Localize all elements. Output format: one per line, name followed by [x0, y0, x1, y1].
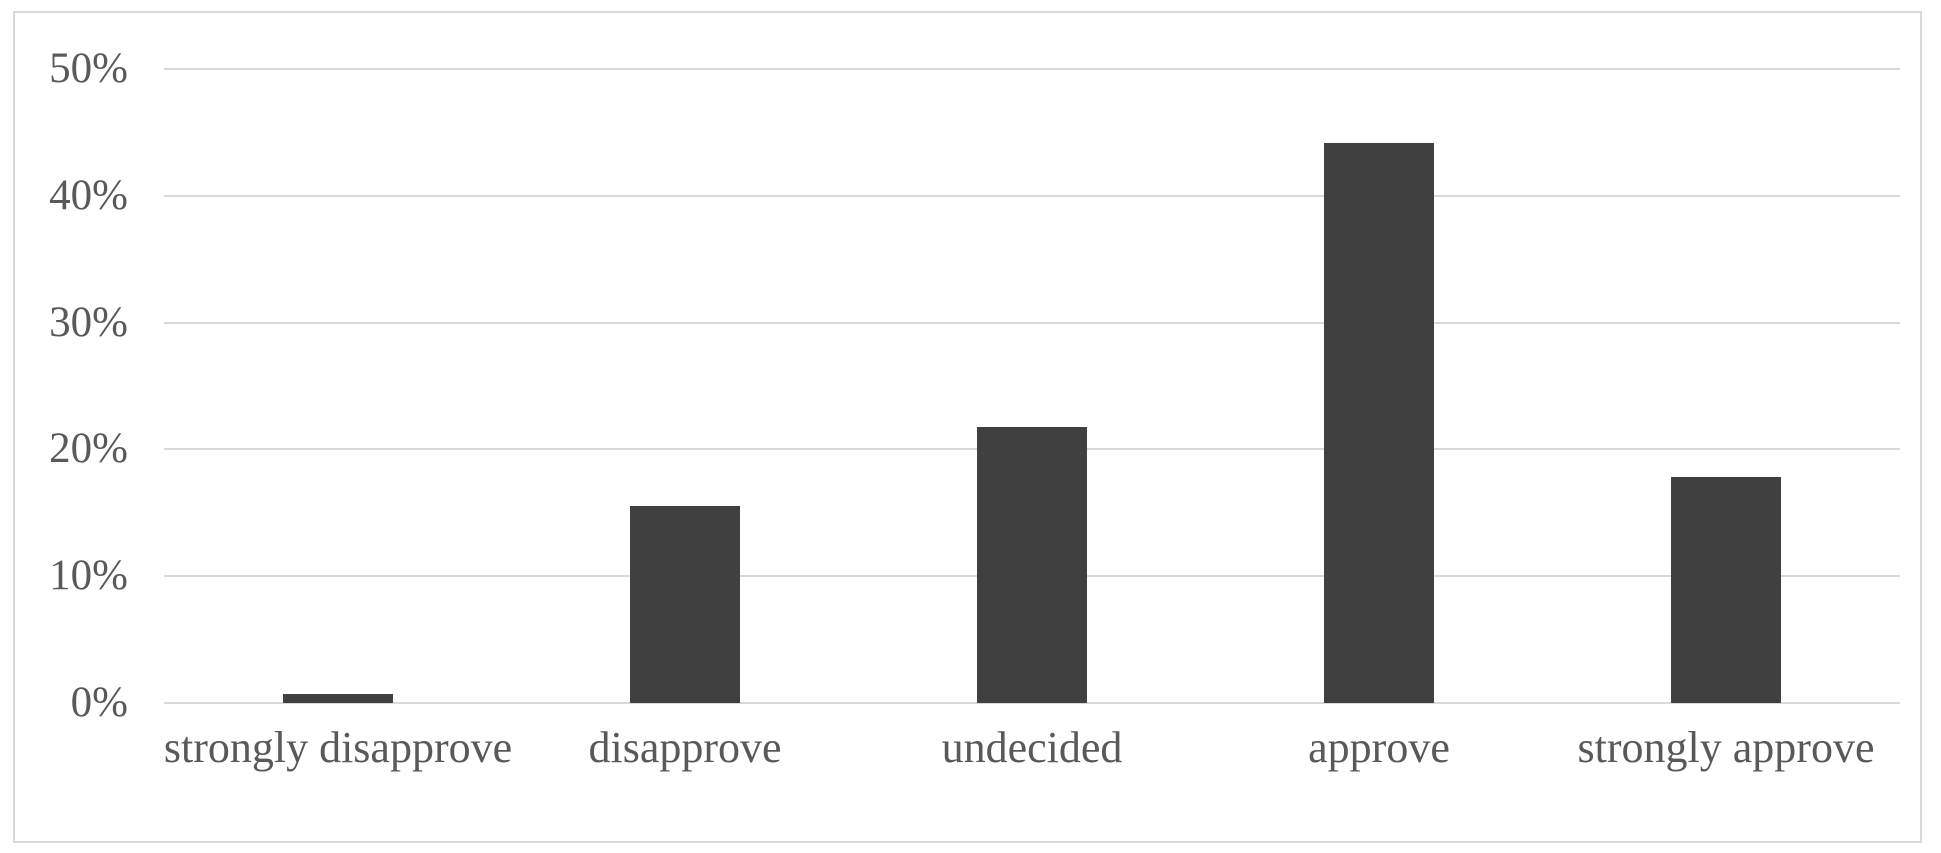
- y-tick-label: 10%: [49, 552, 128, 600]
- y-tick-label: 0%: [70, 679, 128, 726]
- bar-strongly-disapprove: [283, 694, 393, 703]
- x-category-label: undecided: [941, 723, 1123, 772]
- gridline-30%: [164, 321, 1900, 324]
- bar-disapprove: [630, 506, 740, 703]
- bar-approve: [1324, 143, 1434, 703]
- x-category-label: disapprove: [588, 723, 782, 772]
- x-category-label: approve: [1308, 723, 1450, 772]
- y-tick-label: 50%: [49, 45, 128, 92]
- y-tick-label: 20%: [49, 425, 128, 473]
- x-category-label: strongly approve: [1577, 723, 1875, 772]
- y-tick-label: 30%: [49, 298, 128, 346]
- gridline-0%: [164, 702, 1900, 704]
- x-category-label: strongly disapprove: [163, 723, 513, 772]
- bar-undecided: [977, 427, 1087, 703]
- bar-strongly-approve: [1671, 477, 1781, 703]
- gridline-40%: [164, 194, 1900, 197]
- y-tick-label: 40%: [49, 171, 128, 219]
- gridline-50%: [164, 68, 1900, 70]
- chart-area-border: [13, 11, 1922, 843]
